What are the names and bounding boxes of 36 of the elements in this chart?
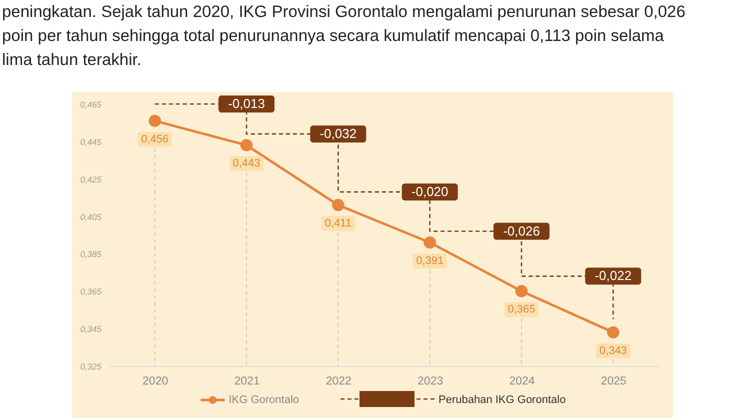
- data-label: 0,391: [416, 254, 444, 267]
- y-tick-label: 0,425: [80, 174, 102, 184]
- data-label: 0,456: [141, 133, 169, 146]
- y-tick-label: 0,405: [80, 212, 102, 222]
- x-tick-label: 2023: [418, 376, 444, 388]
- y-tick-label: 0,385: [80, 249, 102, 260]
- y-tick-label: 0,365: [80, 286, 102, 297]
- y-tick-label: 0,465: [80, 100, 102, 110]
- x-tick-label: 2020: [142, 376, 168, 388]
- annotation: -0,022: [594, 268, 632, 284]
- point: [607, 326, 620, 338]
- text: poin per tahun sehingga total penurunannya secara kumulatif mencapai 0,113 poin selama: [2, 27, 665, 45]
- annotation: -0,013: [228, 96, 265, 111]
- data-label: 0,411: [324, 218, 352, 230]
- y-tick-label: 0,445: [80, 136, 102, 147]
- y-tick-label: 0,325: [80, 362, 102, 372]
- legend-label: IKG Gorontalo: [228, 394, 300, 406]
- point: [240, 139, 253, 152]
- data-label: 0,365: [508, 304, 536, 316]
- point: [424, 236, 436, 249]
- point: [332, 198, 344, 212]
- legend-label: Perubahan IKG Gorontalo: [438, 394, 566, 406]
- point: [515, 285, 528, 298]
- x-tick-label: 2022: [326, 376, 352, 388]
- y-tick-label: 0,345: [80, 324, 102, 334]
- text: lima tahun terakhir.: [2, 51, 142, 69]
- x-tick-label: 2024: [509, 376, 536, 388]
- text: peningkatan. Sejak tahun 2020, IKG Provinsi Gorontalo mengalami penurunan sebesar 0,026: [2, 3, 686, 21]
- annotation: -0,032: [320, 126, 357, 141]
- point: [148, 114, 161, 127]
- x-tick-label: 2025: [600, 376, 626, 388]
- data-label: 0,443: [232, 158, 260, 170]
- x-tick-label: 2021: [234, 376, 260, 388]
- data-label: 0,343: [599, 344, 627, 357]
- annotation: -0,026: [503, 223, 540, 238]
- annotation: -0,020: [411, 184, 448, 199]
